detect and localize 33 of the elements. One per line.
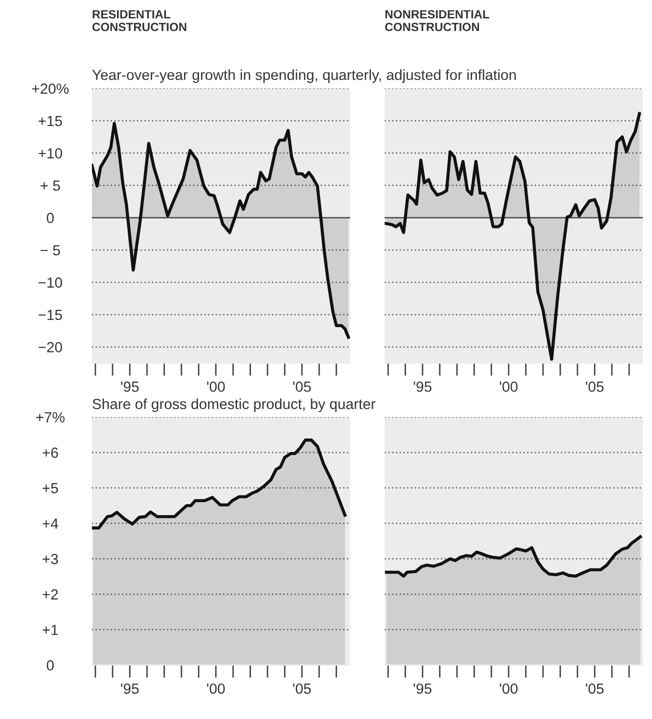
- y-tick-label: −20: [38, 342, 62, 352]
- x-tick-label: '95: [414, 382, 432, 392]
- y-tick-label: +6: [42, 448, 58, 458]
- x-tick-label: '00: [207, 684, 225, 694]
- x-tick-label: '95: [121, 684, 139, 694]
- x-tick-label: '05: [293, 382, 311, 392]
- y-tick-label: +20%: [32, 84, 69, 94]
- y-tick-label: +1: [42, 624, 58, 635]
- x-tick-label: '95: [414, 684, 432, 694]
- y-tick-label: +15: [38, 116, 62, 126]
- y-tick-label: 0: [46, 660, 54, 671]
- y-tick-label: −10: [38, 277, 62, 288]
- x-tick-label: '00: [500, 382, 518, 392]
- chart-title: RESIDENTIAL CONSTRUCTION: [92, 10, 186, 32]
- x-tick-label: '00: [500, 684, 518, 694]
- chart-subtitle: Share of gross domestic product, by quarter: [92, 398, 376, 412]
- y-tick-label: +5: [42, 483, 58, 494]
- chart-title: NONRESIDENTIAL CONSTRUCTION: [385, 10, 490, 32]
- x-tick-label: '05: [586, 382, 604, 392]
- y-tick-label: +7%: [36, 412, 65, 422]
- y-tick-label: 0: [46, 212, 54, 224]
- x-tick-label: '05: [586, 684, 604, 694]
- y-tick-label: +4: [42, 518, 58, 529]
- y-tick-label: +10: [38, 148, 62, 158]
- y-tick-label: + 5: [40, 180, 60, 191]
- y-tick-label: +3: [42, 554, 58, 564]
- y-tick-label: −15: [38, 310, 62, 320]
- x-tick-label: '95: [121, 382, 139, 392]
- y-tick-label: − 5: [40, 245, 60, 256]
- y-tick-label: +2: [42, 589, 58, 600]
- chart-subtitle: Year-over-year growth in spending, quarterly, adjusted for inflation: [92, 69, 516, 83]
- x-tick-label: '05: [293, 684, 311, 694]
- x-tick-label: '00: [207, 382, 225, 392]
